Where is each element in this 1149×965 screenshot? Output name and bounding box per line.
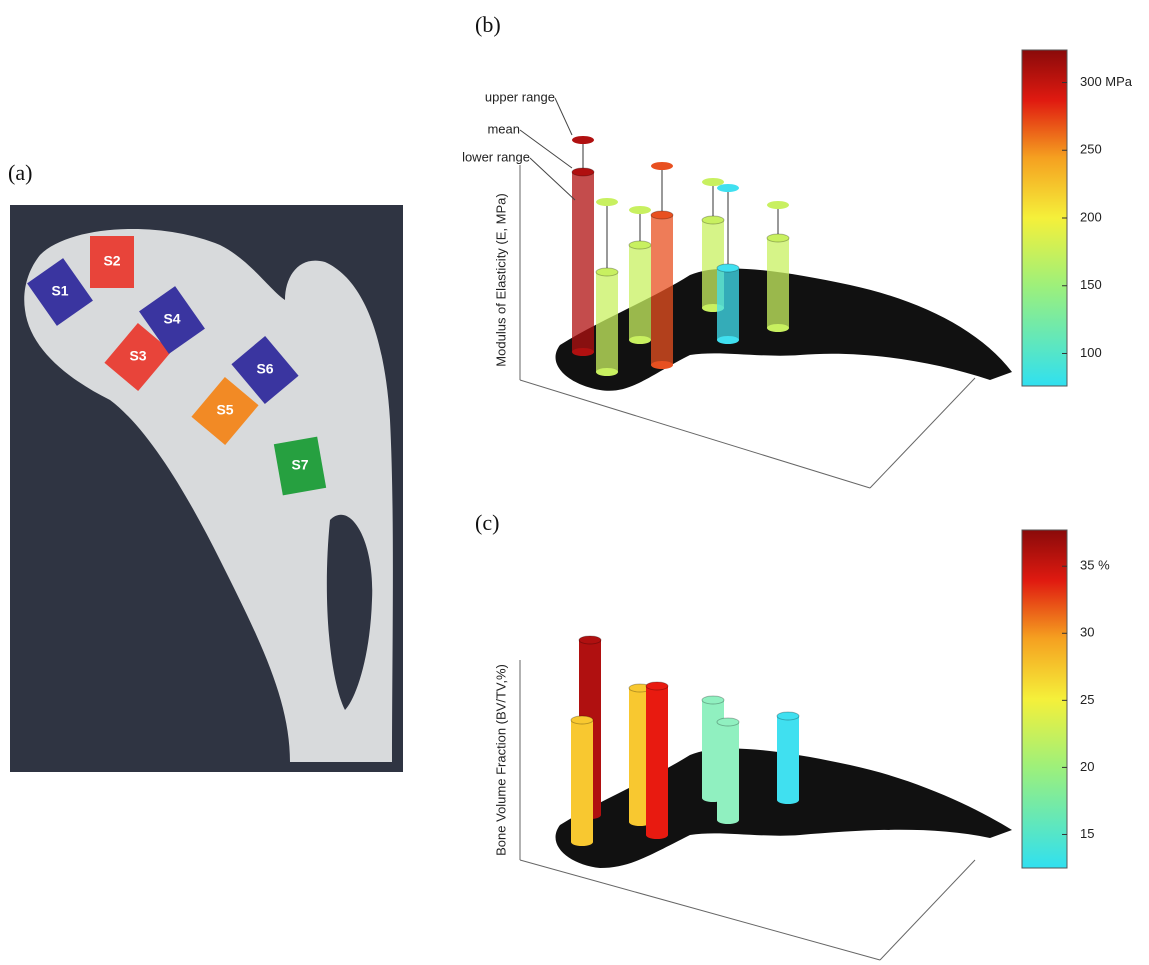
cylinder-cap — [717, 718, 739, 726]
cylinder-base — [717, 336, 739, 344]
panel-label: (b) — [475, 12, 501, 37]
upper-cap — [767, 201, 789, 209]
region-label: S7 — [291, 457, 308, 473]
colorbar — [1022, 50, 1067, 386]
colorbar-tick-label: 25 — [1080, 692, 1094, 707]
cylinder-base — [596, 368, 618, 376]
panel-label: (a) — [8, 160, 32, 185]
cylinder-base — [629, 336, 651, 344]
cylinder-body — [646, 686, 668, 835]
cylinder-cap — [702, 216, 724, 224]
figure: (a) S1S2S3S4S5S6S7 (b) upper range mean … — [0, 0, 1149, 965]
region-label: S5 — [216, 402, 233, 418]
annotation: mean — [487, 121, 520, 136]
cylinder-base — [767, 324, 789, 332]
cylinder-cap — [702, 696, 724, 704]
cylinder-body — [717, 268, 739, 340]
cylinder-base — [651, 361, 673, 369]
cylinder-base — [572, 348, 594, 356]
region-label: S1 — [51, 283, 68, 299]
region-label: S4 — [163, 311, 180, 327]
cylinder-body — [767, 238, 789, 328]
cylinder-cap — [572, 168, 594, 176]
cylinder-body — [717, 722, 739, 820]
cylinder-cap — [767, 234, 789, 242]
colorbar-tick-label: 100 — [1080, 345, 1102, 360]
cylinder-cap — [629, 241, 651, 249]
cylinder-body — [777, 716, 799, 800]
upper-cap — [651, 162, 673, 170]
upper-cap — [717, 184, 739, 192]
cylinder-cap — [777, 712, 799, 720]
cylinder-body — [651, 215, 673, 365]
colorbar — [1022, 530, 1067, 868]
cylinder-base — [646, 831, 668, 839]
colorbar-tick-label: 200 — [1080, 209, 1102, 224]
region-label: S3 — [129, 348, 146, 364]
upper-cap — [629, 206, 651, 214]
cylinder-body — [571, 720, 593, 842]
colorbar-tick-label: 35 % — [1080, 558, 1110, 573]
upper-cap — [702, 178, 724, 186]
region-label: S6 — [256, 361, 273, 377]
cylinder-body — [572, 172, 594, 352]
colorbar-tick-label: 300 MPa — [1080, 74, 1133, 89]
cylinder-cap — [596, 268, 618, 276]
cylinder-cap — [651, 211, 673, 219]
cylinder-cap — [571, 716, 593, 724]
cylinder-base — [717, 816, 739, 824]
colorbar-tick-label: 20 — [1080, 759, 1094, 774]
cylinder-body — [596, 272, 618, 372]
cylinder-cap — [579, 636, 601, 644]
colorbar-tick-label: 150 — [1080, 277, 1102, 292]
annotation: upper range — [485, 89, 555, 104]
colorbar-tick-label: 15 — [1080, 826, 1094, 841]
cylinder-cap — [717, 264, 739, 272]
y-label: Modulus of Elasticity (E, MPa) — [493, 193, 508, 366]
cylinder-base — [777, 796, 799, 804]
annotation: lower range — [462, 149, 530, 164]
panel-label: (c) — [475, 510, 499, 535]
colorbar-tick-label: 250 — [1080, 142, 1102, 157]
cylinder-body — [629, 245, 651, 340]
region-label: S2 — [103, 253, 120, 269]
upper-cap — [572, 136, 594, 144]
cylinder-cap — [646, 682, 668, 690]
colorbar-tick-label: 30 — [1080, 625, 1094, 640]
upper-cap — [596, 198, 618, 206]
cylinder-base — [571, 838, 593, 846]
y-label: Bone Volume Fraction (BV/TV,%) — [493, 664, 508, 856]
